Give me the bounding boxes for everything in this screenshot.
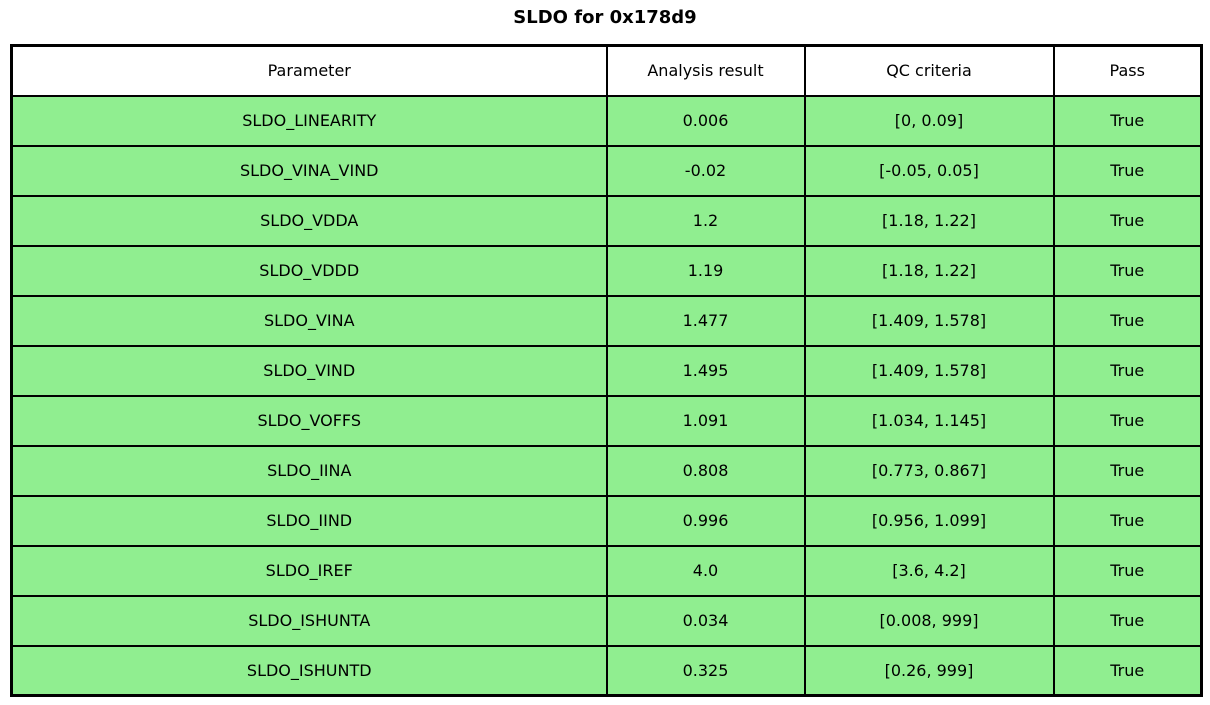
result-cell: 4.0 [605,544,806,597]
parameter-cell: SLDO_VINA [10,294,608,347]
result-cell: 0.034 [605,594,806,647]
column-header-analysis-result: Analysis result [605,44,806,97]
pass-cell: True [1052,644,1203,697]
pass-cell: True [1052,494,1203,547]
parameter-cell: SLDO_VDDD [10,244,608,297]
pass-cell: True [1052,244,1203,297]
parameter-cell: SLDO_VIND [10,344,608,397]
header-row: Parameter Analysis result QC criteria Pass [10,44,1203,97]
pass-cell: True [1052,444,1203,497]
pass-cell: True [1052,544,1203,597]
result-cell: 1.477 [605,294,806,347]
pass-cell: True [1052,194,1203,247]
pass-cell: True [1052,294,1203,347]
criteria-cell: [3.6, 4.2] [803,544,1055,597]
column-header-parameter: Parameter [10,44,608,97]
result-cell: 0.808 [605,444,806,497]
criteria-cell: [1.034, 1.145] [803,394,1055,447]
table-row: SLDO_VDDD 1.19 [1.18, 1.22] True [10,244,1203,297]
parameter-cell: SLDO_VOFFS [10,394,608,447]
result-cell: 1.495 [605,344,806,397]
criteria-cell: [0.26, 999] [803,644,1055,697]
parameter-cell: SLDO_IREF [10,544,608,597]
criteria-cell: [0.956, 1.099] [803,494,1055,547]
criteria-cell: [-0.05, 0.05] [803,144,1055,197]
parameter-cell: SLDO_ISHUNTD [10,644,608,697]
result-cell: -0.02 [605,144,806,197]
pass-cell: True [1052,394,1203,447]
table-row: SLDO_VOFFS 1.091 [1.034, 1.145] True [10,394,1203,447]
table-row: SLDO_VDDA 1.2 [1.18, 1.22] True [10,194,1203,247]
parameter-cell: SLDO_LINEARITY [10,94,608,147]
result-cell: 0.996 [605,494,806,547]
parameter-cell: SLDO_IINA [10,444,608,497]
result-cell: 1.19 [605,244,806,297]
result-cell: 0.325 [605,644,806,697]
qc-results-table: Parameter Analysis result QC criteria Pass … [10,44,1203,697]
parameter-cell: SLDO_IIND [10,494,608,547]
table-body: SLDO_LINEARITY 0.006 [0, 0.09] True SLDO_VIN… [10,94,1203,697]
table-row: SLDO_ISHUNTA 0.034 [0.008, 999] True [10,594,1203,647]
table-row: SLDO_VINA 1.477 [1.409, 1.578] True [10,294,1203,347]
result-cell: 1.2 [605,194,806,247]
table-row: SLDO_VINA_VIND -0.02 [-0.05, 0.05] True [10,144,1203,197]
parameter-cell: SLDO_VINA_VIND [10,144,608,197]
table-row: SLDO_ISHUNTD 0.325 [0.26, 999] True [10,644,1203,697]
pass-cell: True [1052,594,1203,647]
table-row: SLDO_IREF 4.0 [3.6, 4.2] True [10,544,1203,597]
table-row: SLDO_LINEARITY 0.006 [0, 0.09] True [10,94,1203,147]
pass-cell: True [1052,144,1203,197]
criteria-cell: [1.18, 1.22] [803,244,1055,297]
criteria-cell: [1.18, 1.22] [803,194,1055,247]
table-row: SLDO_IINA 0.808 [0.773, 0.867] True [10,444,1203,497]
result-cell: 1.091 [605,394,806,447]
criteria-cell: [0.773, 0.867] [803,444,1055,497]
criteria-cell: [0, 0.09] [803,94,1055,147]
parameter-cell: SLDO_ISHUNTA [10,594,608,647]
table-row: SLDO_VIND 1.495 [1.409, 1.578] True [10,344,1203,397]
column-header-pass: Pass [1052,44,1203,97]
criteria-cell: [0.008, 999] [803,594,1055,647]
pass-cell: True [1052,344,1203,397]
parameter-cell: SLDO_VDDA [10,194,608,247]
table-row: SLDO_IIND 0.996 [0.956, 1.099] True [10,494,1203,547]
pass-cell: True [1052,94,1203,147]
result-cell: 0.006 [605,94,806,147]
column-header-qc-criteria: QC criteria [803,44,1055,97]
criteria-cell: [1.409, 1.578] [803,294,1055,347]
criteria-cell: [1.409, 1.578] [803,344,1055,397]
table-header: Parameter Analysis result QC criteria Pass [10,44,1203,97]
page-title: SLDO for 0x178d9 [513,7,697,28]
